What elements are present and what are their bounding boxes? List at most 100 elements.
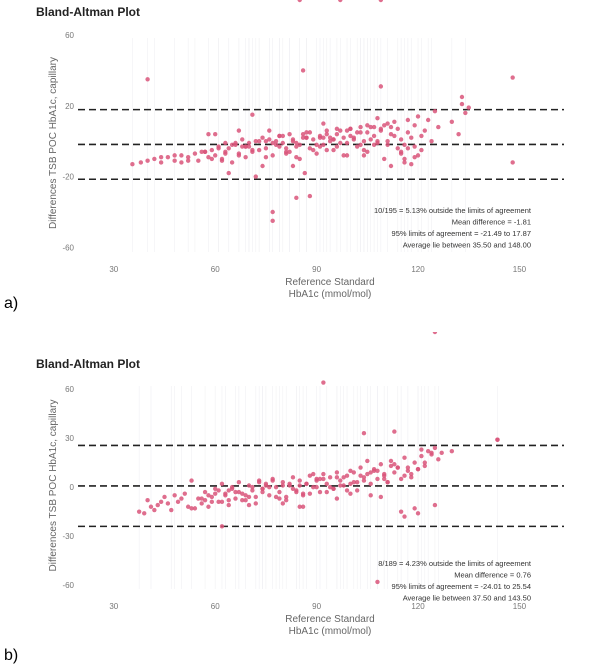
data-point	[267, 137, 272, 142]
data-point	[358, 465, 363, 470]
data-point	[219, 481, 225, 487]
data-point	[327, 484, 333, 490]
data-point	[331, 486, 336, 491]
data-point	[419, 147, 424, 153]
data-point	[253, 494, 258, 500]
data-point	[270, 478, 275, 483]
data-point	[317, 476, 323, 482]
data-point	[409, 162, 414, 167]
data-point	[392, 133, 397, 139]
data-point	[412, 460, 417, 465]
data-point	[206, 504, 211, 509]
data-point	[375, 468, 380, 473]
data-point	[382, 123, 387, 128]
data-point	[395, 465, 400, 470]
data-point	[253, 501, 258, 506]
data-point	[226, 502, 231, 508]
data-point	[338, 128, 343, 133]
data-point	[287, 481, 292, 487]
data-point	[459, 94, 465, 100]
data-point	[317, 489, 323, 495]
data-point	[226, 488, 231, 493]
data-point	[429, 139, 434, 144]
data-point	[348, 126, 353, 132]
data-point	[240, 137, 245, 142]
data-point	[368, 481, 373, 487]
data-point	[351, 470, 357, 475]
data-point	[436, 124, 441, 130]
data-point	[175, 499, 181, 505]
data-point	[402, 455, 407, 460]
data-point	[294, 195, 299, 201]
data-point	[415, 511, 421, 516]
data-point	[368, 137, 373, 142]
data-point	[314, 478, 319, 483]
data-point	[365, 130, 370, 135]
data-point	[240, 491, 245, 496]
data-point	[223, 151, 228, 156]
data-point	[145, 77, 150, 82]
data-point	[311, 147, 316, 153]
data-point	[300, 135, 306, 140]
data-point	[385, 480, 390, 485]
data-point	[290, 137, 296, 142]
data-point	[165, 154, 171, 160]
data-point	[196, 158, 201, 163]
data-point	[398, 509, 404, 514]
data-point	[405, 146, 411, 151]
y-tick-label: -60	[62, 243, 74, 252]
data-point	[270, 153, 275, 158]
data-point	[209, 156, 215, 162]
data-point	[402, 142, 407, 147]
data-point	[130, 162, 135, 167]
x-axis-units: HbA1c (mmol/mol)	[289, 626, 372, 637]
data-point	[321, 476, 326, 482]
data-point	[398, 149, 404, 155]
data-point	[341, 475, 346, 480]
data-point	[277, 496, 282, 501]
bland-altman-plot-b: Bland-Altman Plot 60 30 0 -30 -60 30 60 90 120 15…	[36, 329, 564, 637]
data-point	[199, 149, 204, 155]
data-point	[307, 193, 313, 199]
data-point	[412, 154, 417, 160]
data-point	[388, 124, 394, 130]
data-point	[348, 491, 353, 496]
data-point	[341, 153, 346, 158]
data-point	[250, 112, 255, 117]
data-point	[256, 139, 262, 144]
data-point	[324, 481, 329, 487]
y-tick-label: 60	[65, 385, 74, 394]
data-point	[338, 140, 343, 146]
x-tick-label: 60	[211, 602, 220, 611]
data-point	[375, 116, 380, 121]
data-point	[422, 128, 427, 133]
data-point	[321, 380, 326, 385]
data-point	[354, 488, 360, 493]
data-point	[344, 140, 350, 146]
data-point	[324, 147, 329, 153]
data-point	[398, 476, 404, 482]
data-point	[216, 499, 221, 505]
data-point	[246, 494, 252, 500]
data-point	[334, 126, 340, 132]
data-point	[202, 498, 208, 503]
data-point	[334, 496, 340, 501]
data-point	[419, 133, 424, 139]
data-point	[385, 121, 390, 126]
data-point	[392, 462, 397, 467]
data-point	[294, 489, 299, 495]
data-point	[229, 142, 235, 147]
stat-annotation: Mean difference = -1.81	[452, 218, 531, 227]
data-point	[348, 481, 353, 487]
data-point	[152, 156, 157, 162]
data-point	[297, 0, 302, 3]
data-point	[294, 144, 299, 149]
data-point	[297, 504, 302, 509]
data-point	[392, 470, 397, 475]
data-point	[338, 0, 343, 3]
plot-area: 60 20 -20 -60 30 60 90 120 150 Reference Standard…	[48, 0, 564, 300]
data-point	[371, 468, 377, 473]
stat-annotation: 95% limits of agreement = -24.01 to 25.5…	[392, 582, 531, 591]
data-point	[314, 151, 319, 156]
data-point	[158, 499, 164, 505]
